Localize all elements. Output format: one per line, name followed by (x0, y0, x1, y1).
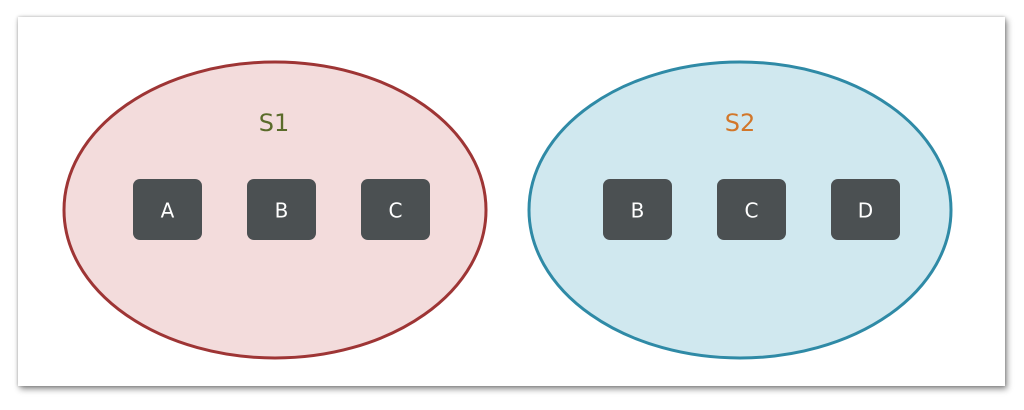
set-s2-element-b: B (603, 179, 672, 240)
set-s2: S2 B C D (527, 60, 953, 360)
set-s1: S1 A B C (62, 60, 488, 360)
set-s2-element-c: C (717, 179, 786, 240)
set-s1-label: S1 (259, 109, 290, 137)
element-label: A (161, 199, 175, 223)
element-box (247, 179, 316, 240)
element-box (361, 179, 430, 240)
element-box (831, 179, 900, 240)
set-s1-element-a: A (133, 179, 202, 240)
element-box (717, 179, 786, 240)
set-s1-element-b: B (247, 179, 316, 240)
element-label: C (745, 199, 759, 223)
element-label: D (858, 199, 873, 223)
set-s2-label: S2 (725, 109, 756, 137)
element-label: B (275, 199, 289, 223)
element-box (603, 179, 672, 240)
element-label: C (389, 199, 403, 223)
element-box (133, 179, 202, 240)
set-s1-element-c: C (361, 179, 430, 240)
element-label: B (631, 199, 645, 223)
set-s2-element-d: D (831, 179, 900, 240)
